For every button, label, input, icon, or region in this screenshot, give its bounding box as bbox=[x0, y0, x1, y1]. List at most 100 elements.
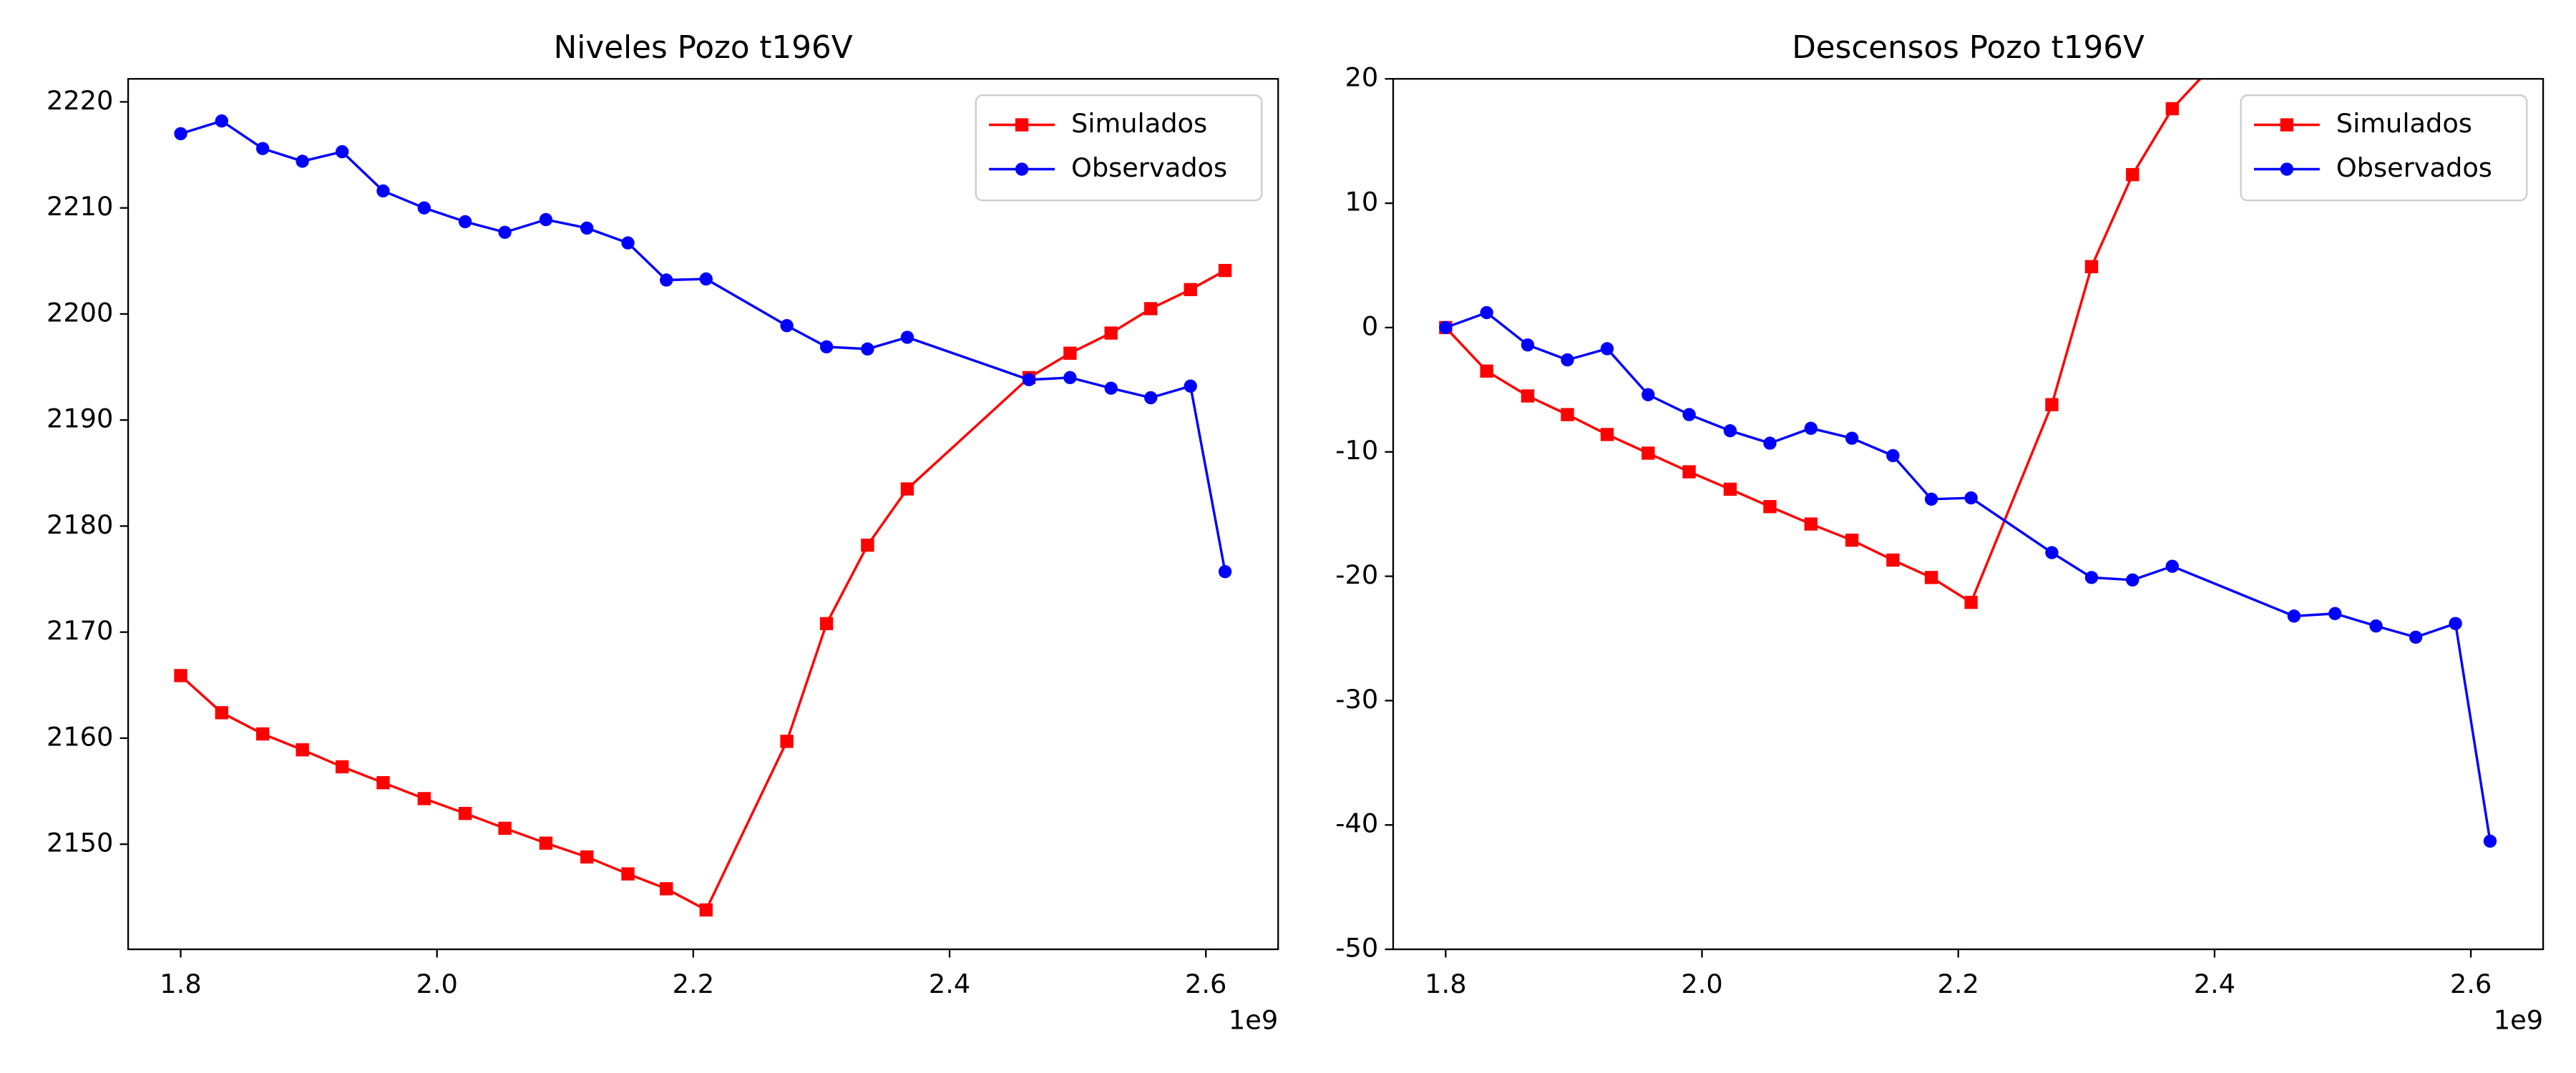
marker bbox=[1723, 424, 1737, 438]
legend-label: Observados bbox=[1071, 152, 1227, 183]
marker bbox=[580, 221, 594, 235]
marker bbox=[1924, 492, 1938, 506]
marker bbox=[1763, 500, 1777, 514]
marker bbox=[580, 850, 594, 864]
x-offset-label: 1e9 bbox=[2494, 1005, 2543, 1036]
marker bbox=[498, 225, 512, 239]
series-line bbox=[180, 119, 1226, 572]
x-tick-label: 1.8 bbox=[1425, 969, 1466, 999]
y-tick-label: -50 bbox=[1335, 933, 1378, 964]
marker bbox=[660, 273, 673, 287]
y-tick-label: 2180 bbox=[47, 509, 113, 540]
marker bbox=[1804, 517, 1818, 531]
marker bbox=[296, 155, 309, 168]
legend-marker bbox=[1015, 162, 1029, 176]
marker bbox=[296, 743, 309, 757]
marker bbox=[1886, 449, 1900, 463]
y-tick-label: 2160 bbox=[47, 721, 113, 752]
axes-frame bbox=[127, 78, 1279, 951]
x-tick-label: 2.4 bbox=[2194, 969, 2235, 999]
marker bbox=[1682, 465, 1696, 479]
marker bbox=[417, 201, 431, 215]
marker bbox=[861, 342, 874, 356]
marker bbox=[1600, 428, 1614, 441]
marker bbox=[819, 340, 834, 354]
legend-marker bbox=[2280, 162, 2294, 176]
marker bbox=[1886, 553, 1900, 567]
y-tick-label: 2210 bbox=[47, 191, 113, 222]
marker bbox=[861, 538, 874, 552]
marker bbox=[1763, 436, 1777, 450]
chart-title: Niveles Pozo t196V bbox=[554, 30, 853, 66]
marker bbox=[1845, 533, 1859, 547]
marker bbox=[1521, 338, 1535, 352]
x-tick-label: 2.2 bbox=[673, 969, 714, 999]
legend-box bbox=[975, 94, 1263, 202]
marker bbox=[1561, 353, 1574, 367]
marker bbox=[660, 882, 673, 896]
marker bbox=[458, 806, 472, 820]
marker bbox=[1964, 595, 1978, 609]
marker bbox=[2126, 573, 2140, 587]
y-tick-label: 2190 bbox=[47, 403, 113, 434]
marker bbox=[1600, 342, 1614, 356]
legend-marker bbox=[1015, 118, 1029, 132]
marker bbox=[1480, 364, 1493, 378]
marker bbox=[1924, 571, 1938, 584]
marker bbox=[1723, 482, 1737, 496]
marker bbox=[215, 706, 229, 720]
marker bbox=[335, 144, 349, 159]
marker bbox=[1641, 388, 1655, 401]
marker bbox=[1439, 320, 1453, 335]
marker bbox=[498, 821, 512, 836]
marker bbox=[174, 127, 187, 141]
legend-label: Observados bbox=[2336, 152, 2492, 183]
series-line bbox=[1445, 79, 2202, 604]
marker bbox=[1218, 263, 1232, 278]
marker bbox=[621, 236, 635, 250]
y-tick-label: 10 bbox=[1345, 187, 1379, 217]
marker bbox=[1063, 371, 1077, 385]
marker bbox=[699, 272, 713, 286]
marker bbox=[1561, 408, 1574, 421]
y-tick-label: 2170 bbox=[47, 615, 113, 646]
marker bbox=[215, 114, 229, 128]
y-tick-label: -20 bbox=[1335, 559, 1378, 590]
marker bbox=[1804, 421, 1818, 435]
y-tick-label: 2150 bbox=[47, 828, 113, 858]
marker bbox=[699, 903, 713, 917]
marker bbox=[2449, 617, 2462, 630]
marker bbox=[255, 142, 270, 155]
marker bbox=[1521, 389, 1535, 403]
chart-title: Descensos Pozo t196V bbox=[1792, 30, 2145, 66]
x-tick-label: 2.4 bbox=[929, 969, 970, 999]
marker bbox=[2084, 260, 2099, 273]
marker bbox=[1184, 283, 1197, 296]
marker bbox=[1144, 302, 1158, 315]
plot-area bbox=[174, 114, 1232, 917]
marker bbox=[2045, 546, 2059, 559]
marker bbox=[255, 727, 270, 741]
marker bbox=[1218, 564, 1232, 579]
marker bbox=[2483, 834, 2497, 848]
marker bbox=[2126, 167, 2140, 182]
marker bbox=[2084, 571, 2099, 584]
marker bbox=[2165, 102, 2179, 116]
x-tick-label: 2.2 bbox=[1938, 969, 1979, 999]
y-tick-label: -40 bbox=[1335, 808, 1378, 839]
marker bbox=[1144, 391, 1158, 405]
y-tick-label: -30 bbox=[1335, 684, 1378, 715]
plot-area bbox=[1439, 79, 2497, 848]
x-tick-label: 1.8 bbox=[160, 969, 201, 999]
y-tick-label: -10 bbox=[1335, 435, 1378, 466]
series-line bbox=[180, 269, 1226, 912]
marker bbox=[780, 319, 794, 333]
marker bbox=[1682, 408, 1696, 421]
legend-label: Simulados bbox=[2336, 108, 2472, 139]
marker bbox=[417, 792, 431, 805]
marker bbox=[1184, 379, 1197, 393]
marker bbox=[539, 212, 553, 227]
x-offset-label: 1e9 bbox=[1229, 1005, 1278, 1036]
